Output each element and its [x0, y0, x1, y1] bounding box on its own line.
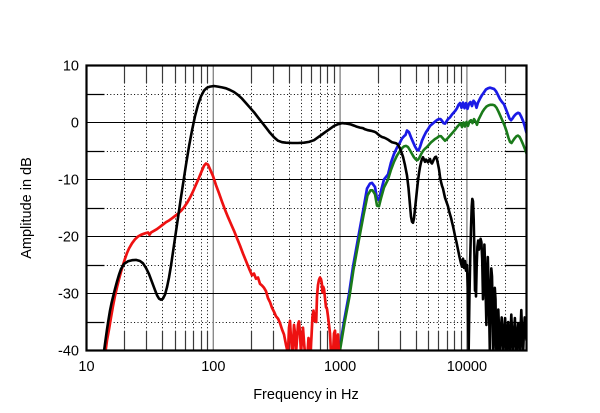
svg-text:10000: 10000	[447, 359, 487, 375]
svg-text:Frequency in Hz: Frequency in Hz	[253, 387, 359, 403]
svg-text:-40: -40	[58, 344, 79, 360]
svg-text:-30: -30	[58, 287, 79, 303]
svg-text:Amplitude in dB: Amplitude in dB	[19, 157, 35, 259]
svg-text:1000: 1000	[324, 359, 356, 375]
svg-text:0: 0	[71, 116, 79, 132]
svg-text:-10: -10	[58, 173, 79, 189]
svg-text:10: 10	[78, 359, 94, 375]
svg-text:100: 100	[201, 359, 225, 375]
svg-text:10: 10	[63, 59, 79, 75]
svg-text:-20: -20	[58, 230, 79, 246]
